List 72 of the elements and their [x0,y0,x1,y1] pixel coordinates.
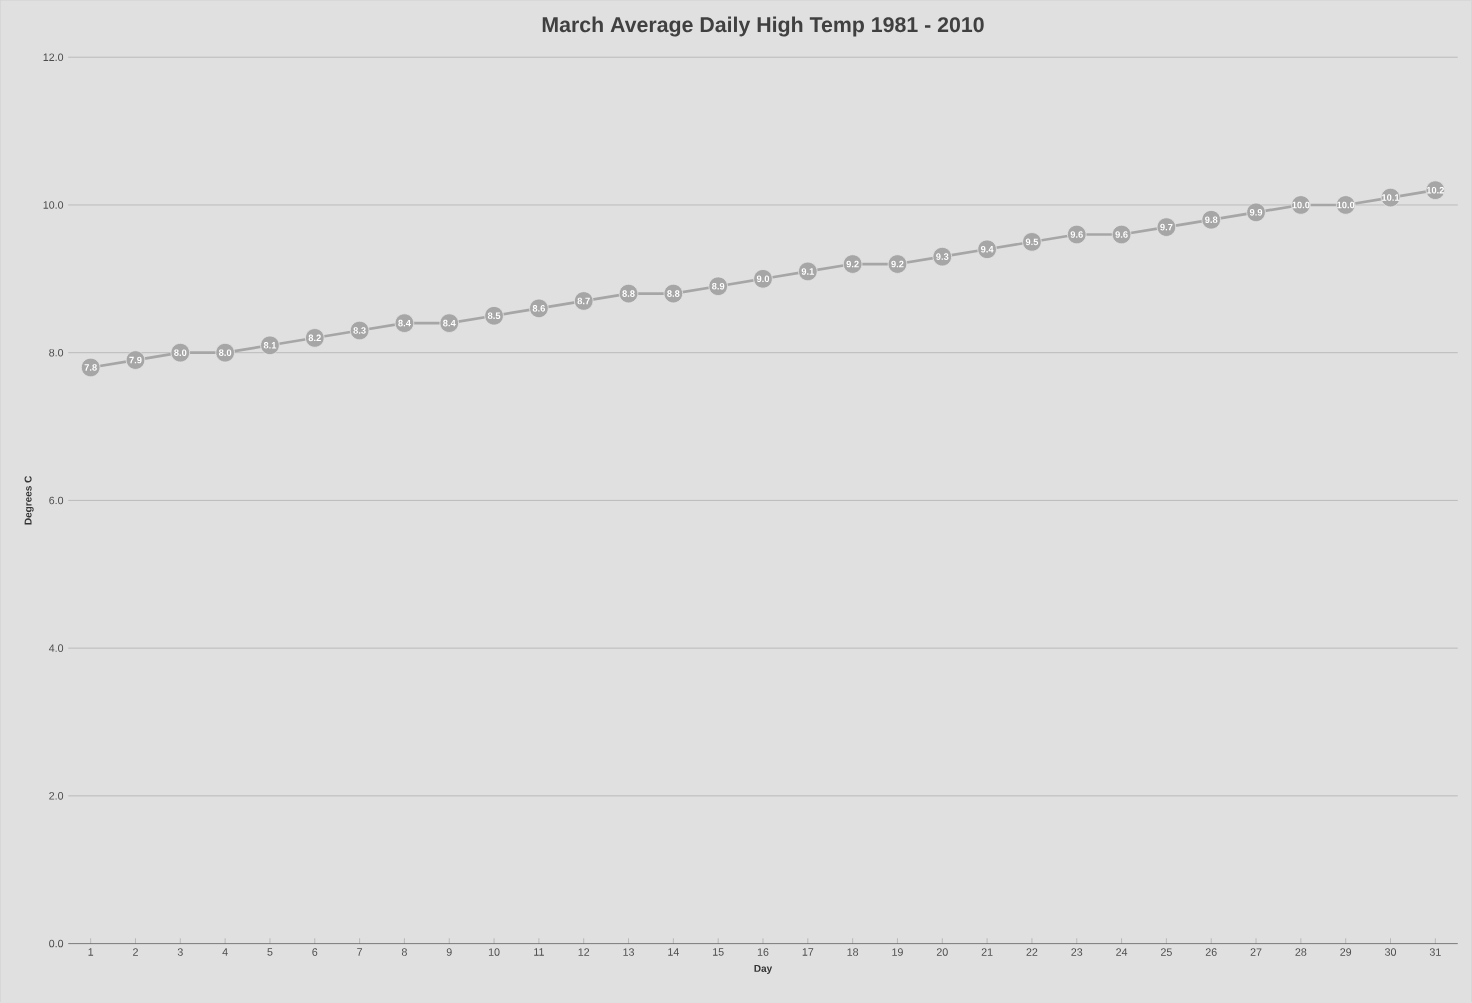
data-label: 9.0 [756,275,770,283]
data-label: 8.8 [622,290,635,297]
x-tick-label: 18 [847,948,859,956]
x-tick-label: 22 [1026,948,1038,956]
x-tick-label: 3 [177,948,183,956]
x-tick-label: 25 [1161,948,1172,956]
x-tick-label: 29 [1340,948,1352,956]
x-tick-label: 6 [312,948,318,956]
data-label: 8.3 [353,327,366,334]
data-label: 9.5 [1025,238,1039,246]
data-label: 8.4 [398,319,411,327]
data-label: 8.9 [711,283,725,290]
data-label: 9.2 [891,260,904,268]
x-tick-label: 9 [446,948,452,956]
data-label: 8.7 [577,297,590,305]
data-label: 9.1 [801,268,815,275]
y-axis-title: Degrees C [24,476,34,525]
y-tick-label: 8.0 [49,348,64,357]
data-label: 8.8 [667,290,680,297]
x-axis-title: Day [754,965,773,975]
data-label: 9.3 [936,253,949,261]
x-tick-label: 1 [88,948,94,956]
x-tick-label: 8 [401,948,407,956]
data-label: 8.0 [174,349,187,357]
x-tick-label: 23 [1071,948,1083,956]
x-tick-label: 11 [534,948,544,956]
data-label: 10.0 [1292,201,1310,209]
x-tick-label: 13 [623,948,634,956]
x-tick-label: 28 [1295,948,1307,956]
data-label: 9.9 [1249,209,1263,216]
x-tick-label: 27 [1250,948,1262,956]
data-label: 8.0 [218,349,232,357]
x-tick-label: 16 [757,948,769,956]
y-tick-label: 0.0 [49,939,64,948]
x-tick-label: 5 [267,948,273,956]
data-label: 8.6 [532,305,546,312]
y-tick-label: 4.0 [48,644,64,652]
x-tick-label: 20 [936,948,948,956]
x-tick-label: 30 [1384,948,1397,956]
data-label: 10.0 [1337,201,1355,209]
data-label: 8.4 [443,319,456,327]
data-label: 9.4 [980,246,994,253]
x-tick-label: 15 [713,948,724,956]
x-tick-label: 31 [1429,948,1441,956]
data-label: 9.8 [1205,216,1218,224]
y-tick-label: 10.0 [43,201,64,209]
data-label: 8.1 [263,342,277,349]
chart-title: March Average Daily High Temp 1981 - 2010 [542,16,984,37]
x-tick-label: 21 [981,948,993,956]
y-tick-label: 2.0 [49,792,64,800]
x-tick-label: 4 [222,948,228,956]
x-tick-label: 19 [892,948,903,956]
x-tick-label: 12 [578,948,590,956]
x-tick-label: 24 [1116,948,1128,956]
x-tick-label: 26 [1205,948,1217,956]
data-label: 10.1 [1382,194,1400,201]
x-tick-label: 14 [668,948,679,956]
data-label: 9.7 [1160,223,1173,231]
data-label: 9.2 [846,260,859,268]
y-tick-label: 6.0 [49,496,64,505]
data-label: 7.9 [129,356,142,364]
data-label: 10.2 [1426,186,1445,194]
data-label: 9.6 [1070,231,1083,238]
data-label: 7.8 [84,364,97,371]
x-tick-label: 2 [133,948,138,956]
data-label: 9.6 [1115,231,1128,238]
x-tick-label: 7 [357,948,363,956]
y-tick-label: 12.0 [43,53,64,62]
x-tick-label: 10 [488,948,500,956]
x-tick-label: 17 [802,948,814,956]
data-label: 8.2 [308,334,321,342]
data-label: 8.5 [487,312,501,320]
